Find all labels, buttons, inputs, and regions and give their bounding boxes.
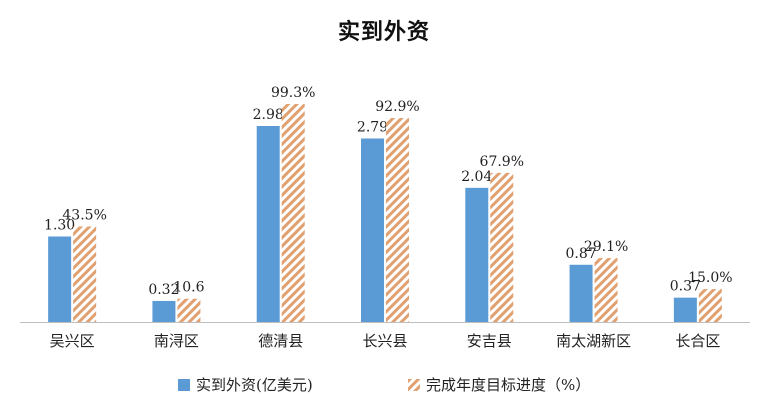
progress-bar-2 — [281, 104, 305, 322]
progress-bar-1 — [177, 298, 201, 322]
progress-label-0: 43.5% — [62, 208, 106, 224]
legend-item-progress: 完成年度目标进度（%） — [408, 374, 590, 395]
progress-label-4: 67.9% — [480, 154, 524, 170]
investment-label-1: 0.32 — [148, 282, 179, 298]
legend-swatch-progress — [408, 378, 420, 391]
investment-label-2: 2.98 — [253, 107, 284, 123]
investment-label-6: 0.37 — [670, 279, 701, 295]
category-label-1: 南浔区 — [154, 332, 199, 350]
legend-label-progress: 完成年度目标进度（%） — [426, 376, 591, 394]
progress-label-2: 99.3% — [271, 85, 315, 101]
investment-bar-0 — [48, 236, 72, 322]
investment-label-5: 0.87 — [565, 246, 596, 262]
chart-title: 实到外资 — [337, 20, 430, 45]
progress-bar-0 — [73, 226, 97, 322]
legend-swatch-investment — [178, 378, 190, 391]
legend-item-investment: 实到外资(亿美元) — [178, 374, 313, 395]
investment-bar-2 — [256, 126, 280, 322]
investment-label-3: 2.79 — [357, 119, 388, 135]
progress-label-6: 15.0% — [688, 270, 732, 286]
category-label-2: 德清县 — [258, 332, 303, 350]
progress-bar-3 — [386, 118, 409, 322]
investment-bar-3 — [361, 138, 384, 322]
investment-bar-5 — [569, 264, 593, 322]
investment-label-0: 1.30 — [44, 217, 75, 233]
category-label-5: 南太湖新区 — [556, 332, 631, 350]
progress-label-5: 29.1% — [584, 239, 628, 255]
legend: 实到外资(亿美元) 完成年度目标进度（%） — [0, 374, 768, 396]
investment-bar-4 — [465, 187, 489, 322]
progress-bar-6 — [698, 289, 722, 322]
progress-label-3: 92.9% — [375, 99, 419, 115]
investment-bar-6 — [673, 297, 697, 322]
progress-bar-5 — [594, 258, 618, 322]
category-label-0: 吴兴区 — [50, 332, 95, 350]
legend-label-investment: 实到外资(亿美元) — [196, 376, 313, 394]
category-label-4: 安吉县 — [467, 332, 512, 350]
category-label-3: 长兴县 — [362, 332, 407, 350]
category-label-6: 长合区 — [675, 332, 720, 350]
progress-label-1: 10.6 — [173, 280, 204, 296]
progress-bar-4 — [490, 172, 514, 322]
investment-label-4: 2.04 — [461, 169, 492, 185]
investment-bar-1 — [152, 300, 176, 322]
